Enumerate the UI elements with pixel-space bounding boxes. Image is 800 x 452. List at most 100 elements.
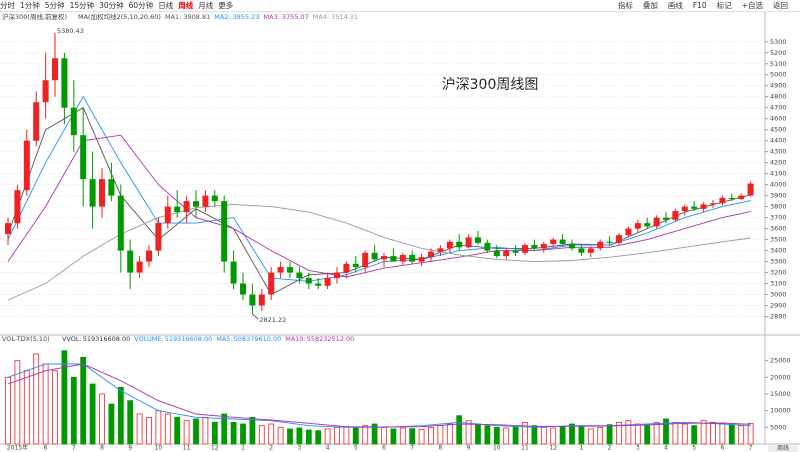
volume-bar: [230, 421, 237, 445]
volume-bar: [117, 386, 124, 445]
volume-bar: [324, 428, 331, 445]
y-tick-label: 4800: [770, 93, 787, 101]
tool-button[interactable]: 指标: [617, 1, 633, 10]
x-tick-label: 3: [636, 445, 640, 452]
volume-bar: [578, 425, 585, 445]
candle-body: [108, 179, 115, 196]
candle-body: [409, 254, 416, 262]
volume-bar: [540, 426, 547, 445]
candle-body: [146, 250, 152, 262]
y-tick-label: 4700: [770, 104, 787, 112]
period-tab[interactable]: 15分钟: [69, 1, 95, 10]
volume-bar: [23, 370, 30, 445]
candle-body: [559, 239, 566, 244]
volume-bar: [738, 425, 745, 445]
x-tick-label: 12: [549, 445, 557, 452]
candle-body: [89, 179, 96, 207]
tool-buttons: 指标 叠加 画线 F10 标记 +自选 返回: [613, 0, 793, 11]
candle-body: [475, 237, 481, 243]
period-tab[interactable]: 月线: [198, 1, 214, 10]
readout-name: MA10:: [285, 335, 306, 343]
candle-body: [117, 195, 124, 251]
x-tick-label: 8: [100, 445, 104, 452]
tool-button[interactable]: F10: [692, 1, 707, 10]
volume-bar: [70, 376, 77, 445]
volume-bar: [644, 425, 651, 445]
legend-value: 3855.23: [233, 13, 260, 21]
tool-button[interactable]: 标记: [716, 1, 732, 10]
volume-bar: [249, 416, 256, 445]
y-tick-label: 4400: [770, 137, 787, 145]
x-tick-label: 7: [749, 445, 753, 452]
x-tick-label: 7: [410, 445, 414, 452]
candle-body: [33, 102, 40, 141]
x-tick-label: 1: [241, 445, 245, 452]
x-tick-label: 9: [128, 445, 132, 452]
readout-value: 508379610.00: [234, 335, 282, 343]
period-tab[interactable]: 30分钟: [99, 1, 124, 10]
y-tick-label: 4100: [770, 170, 787, 178]
period-tab[interactable]: 日线: [158, 1, 174, 10]
candle-body: [644, 223, 651, 227]
candle-body: [221, 201, 228, 262]
candle-body: [587, 248, 594, 253]
x-tick-label: 11: [183, 445, 191, 452]
volume-bar: [672, 421, 679, 445]
candle-body: [305, 278, 312, 284]
candle-body: [550, 239, 557, 244]
x-tick-label: 2: [269, 445, 273, 452]
candle-body: [663, 217, 669, 220]
volume-bar: [399, 427, 406, 445]
toolbar: 分时 1分钟 5分钟 15分钟 30分钟 60分钟 日线 周线 月线 更多 指标 叠加 画线 F10 标记 +…: [0, 0, 800, 12]
volume-bar: [334, 426, 340, 445]
volume-bar: [446, 423, 453, 445]
candle-body: [446, 241, 453, 249]
period-tab[interactable]: 更多: [218, 1, 234, 10]
candle-body: [371, 252, 378, 260]
volume-bar: [634, 423, 641, 445]
volume-bar: [503, 427, 510, 445]
candle-body: [249, 294, 256, 306]
x-tick-label: 5: [692, 445, 696, 452]
candle-body: [512, 250, 519, 253]
candle-body: [399, 254, 406, 262]
x-tick-label: 1: [579, 445, 583, 452]
period-tab[interactable]: 5分钟: [44, 1, 65, 10]
tool-button[interactable]: 叠加: [642, 1, 658, 10]
x-tick-label: 10: [493, 445, 501, 452]
period-tab[interactable]: 周线: [178, 1, 194, 10]
chart-title: 沪深300周线图: [442, 77, 539, 93]
candle-body: [334, 272, 340, 279]
x-tick-label: 8: [438, 445, 442, 452]
tool-button[interactable]: 画线: [667, 1, 683, 10]
y-tick-label: 3900: [770, 192, 787, 200]
candle-body: [681, 206, 688, 212]
x-tick-label: 12: [211, 445, 219, 452]
period-tab[interactable]: 分时: [0, 1, 15, 10]
candle-body: [23, 140, 30, 191]
panel-header: VOL-TDX(5,10): [2, 335, 50, 343]
candle-body: [738, 195, 745, 199]
candle-body: [193, 201, 199, 207]
candle-body: [268, 272, 275, 295]
tool-button[interactable]: +自选: [741, 1, 763, 10]
period-tab[interactable]: 60分钟: [128, 1, 154, 10]
tool-button[interactable]: 返回: [773, 1, 788, 10]
y-tick-label: 4500: [770, 126, 787, 134]
volume-bar: [5, 376, 11, 445]
volume-bar: [663, 418, 669, 445]
readout-value: 519316608.00: [165, 335, 213, 343]
volume-bar: [258, 425, 265, 445]
volume-bar: [61, 350, 68, 445]
candle-body: [324, 278, 331, 286]
y-tick-label: 5300: [770, 38, 787, 46]
candle-body: [80, 135, 87, 180]
volume-bar: [315, 430, 322, 445]
volume-bar: [221, 413, 228, 445]
panel-header: 沪深300(周线,前复权): [2, 12, 67, 21]
candle-body: [258, 294, 265, 306]
volume-bar: [456, 415, 463, 445]
period-tab[interactable]: 1分钟: [20, 1, 40, 10]
legend-name: MA2:: [214, 13, 230, 21]
